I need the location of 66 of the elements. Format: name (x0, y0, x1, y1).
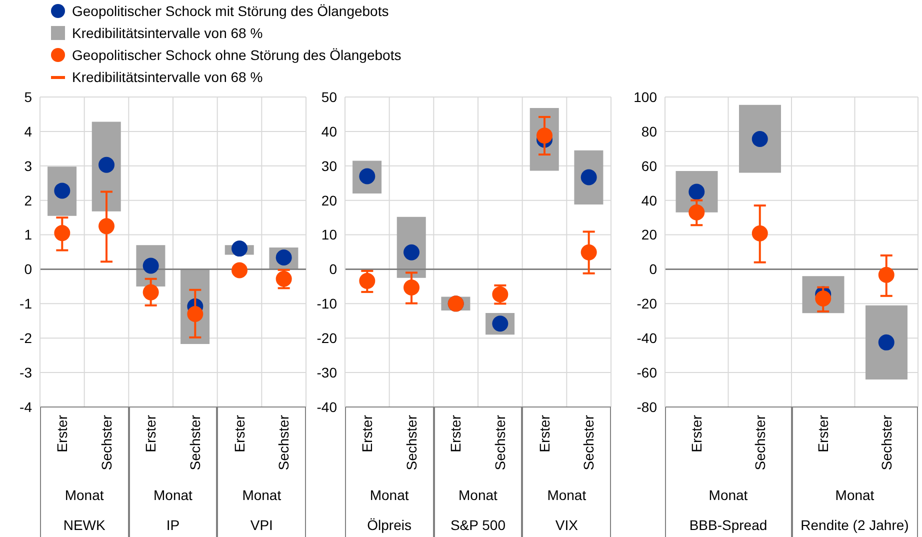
text: S&P 500 (449, 517, 506, 533)
y-tick-label: -3 (20, 364, 32, 381)
x-tick-label: Erster (142, 414, 159, 452)
y-tick-label: -30 (316, 364, 338, 381)
y-tick-label: 100 (634, 88, 658, 105)
y-tick-label: 0 (24, 261, 32, 278)
y-tick-label: -4 (20, 398, 32, 415)
x-tick-label: Sechster (276, 414, 292, 470)
x-tick-label: Erster (536, 414, 552, 452)
legend-label: Kredibilitätsintervalle von 68 % (72, 69, 263, 85)
y-tick-label: 10 (321, 226, 338, 243)
y-tick-label: 20 (641, 226, 658, 243)
text: Monat (241, 487, 282, 503)
y-tick-label: 20 (321, 192, 338, 208)
legend-label: Geopolitischer Schock ohne Störung des Ölangebots (72, 47, 402, 63)
x-tick-label: Erster (54, 414, 70, 452)
x-tick-label: Sechster (492, 414, 508, 470)
x-tick-label: Sechster (878, 414, 894, 470)
x-tick-label: Sechster (98, 414, 114, 470)
y-tick-label: -20 (316, 330, 338, 346)
x-tick-label: Erster (448, 414, 464, 452)
x-tick-label: Sechster (580, 414, 597, 470)
text: VPI (249, 517, 274, 533)
y-tick-label: -10 (316, 296, 338, 312)
y-tick-label: 0 (329, 261, 338, 278)
text: Monat (708, 487, 749, 503)
y-tick-label: -2 (20, 330, 32, 346)
y-tick-label: -1 (20, 296, 32, 312)
y-tick-label: 4 (24, 123, 32, 140)
y-tick-label: -40 (316, 398, 338, 415)
x-tick-label: Erster (231, 414, 248, 452)
y-tick-label: -40 (636, 330, 658, 346)
y-tick-label: 30 (321, 158, 338, 174)
y-tick-label: 1 (24, 226, 32, 243)
text: Monat (64, 487, 105, 503)
x-tick-label: Erster (688, 414, 705, 452)
x-tick-label: Erster (815, 414, 832, 452)
y-tick-label: 0 (649, 261, 658, 278)
y-tick-label: 3 (24, 158, 32, 174)
y-tick-label: -60 (636, 364, 658, 381)
y-tick-label: 2 (24, 192, 32, 208)
x-tick-label: Sechster (752, 414, 768, 470)
y-tick-label: -80 (636, 398, 658, 415)
text: Monat (152, 487, 194, 503)
y-tick-label: 40 (641, 192, 658, 208)
text: Monat (834, 487, 876, 503)
text: Monat (458, 487, 498, 503)
text: IP (165, 517, 181, 533)
y-tick-label: 80 (641, 123, 658, 140)
text: BBB-Spread (688, 517, 768, 533)
text: Ölpreis (366, 517, 412, 533)
text: Monat (368, 487, 410, 503)
text: NEWK (62, 517, 106, 533)
legend-label: Kredibilitätsintervalle von 68 % (72, 25, 263, 41)
x-tick-label: Erster (359, 414, 376, 452)
legend-label: Geopolitischer Schock mit Störung des Ölangebots (72, 3, 389, 19)
y-tick-label: 50 (321, 88, 338, 105)
x-tick-label: Sechster (187, 414, 204, 470)
y-tick-label: 60 (641, 158, 658, 174)
y-tick-label: -20 (636, 296, 658, 312)
text: VIX (554, 517, 579, 533)
text: Rendite (2 Jahre) (800, 517, 910, 533)
text: Monat (546, 487, 588, 503)
y-tick-label: 40 (321, 123, 338, 140)
x-tick-label: Sechster (403, 414, 420, 470)
y-tick-label: 5 (24, 88, 32, 105)
